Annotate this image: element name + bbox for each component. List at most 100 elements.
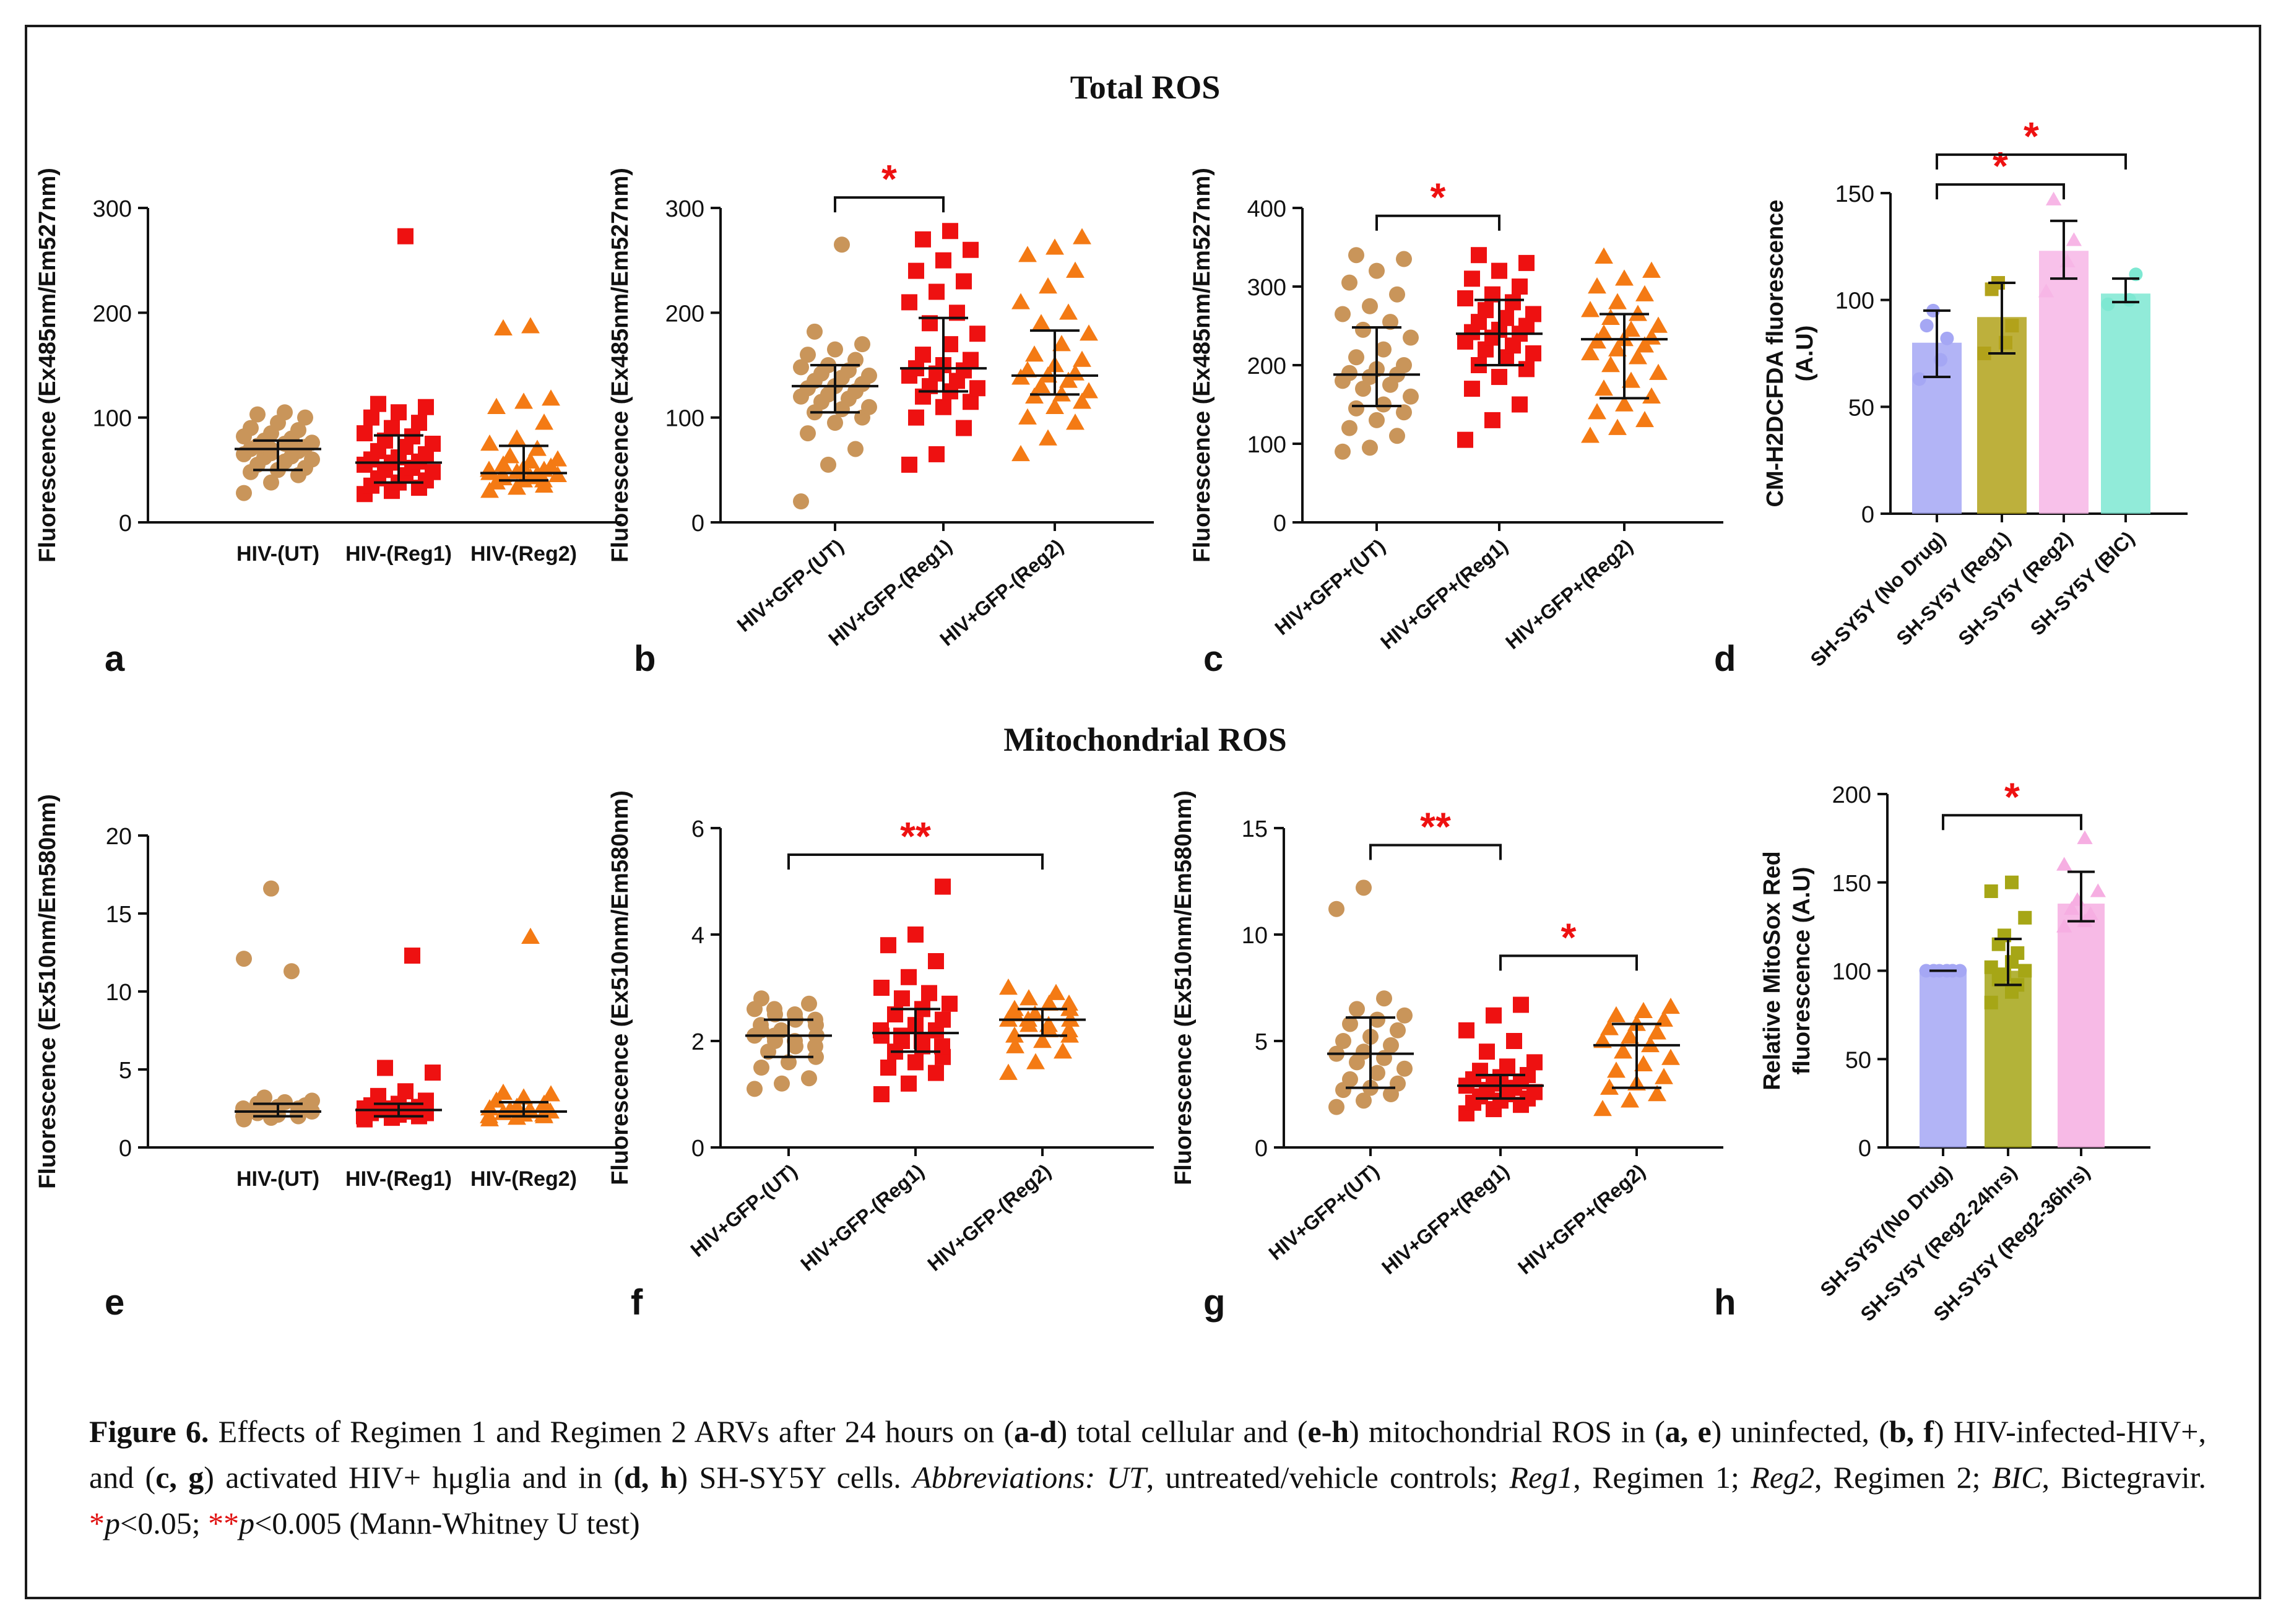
- data-point: [2101, 297, 2115, 311]
- data-point: [1046, 397, 1064, 414]
- data-point: [929, 446, 945, 462]
- data-point: [1635, 285, 1654, 301]
- caption-text: ) SH-SY5Y cells.: [677, 1460, 913, 1495]
- y-axis-label: Fluorescence (Ex510nm/Em580nm): [607, 790, 633, 1185]
- data-point: [514, 392, 533, 409]
- x-tick-label: HIV+GFP+(Reg1): [1377, 1160, 1513, 1279]
- data-point: [1020, 989, 1038, 1006]
- data-point: [963, 352, 979, 368]
- data-point: [787, 1006, 803, 1022]
- data-point: [1080, 382, 1098, 399]
- y-tick-label: 4: [691, 923, 704, 949]
- data-point: [1505, 294, 1521, 311]
- data-point: [243, 420, 259, 436]
- chart-panel-g: 0 5 10 15 Fluorescence (Ex510nm/Em580nm) HIV+…: [1171, 790, 1723, 1323]
- data-point: [1073, 350, 1091, 367]
- data-point: [1328, 901, 1344, 917]
- data-point: [801, 1070, 817, 1087]
- data-point: [1600, 1019, 1619, 1035]
- x-tick-label: HIV+GFP-(UT): [686, 1160, 802, 1261]
- y-tick-label: 200: [93, 301, 132, 327]
- panel-letter: e: [105, 1282, 124, 1323]
- data-point: [1011, 293, 1030, 309]
- data-point: [800, 425, 816, 442]
- data-point: [1977, 347, 1991, 360]
- data-point: [2066, 232, 2082, 246]
- data-point: [956, 420, 972, 436]
- caption-bold: a-d: [1013, 1414, 1057, 1449]
- data-point: [1382, 314, 1398, 330]
- y-tick-label: 0: [1858, 1136, 1871, 1162]
- data-point: [1661, 1048, 1680, 1065]
- y-axis-label: Fluorescence (Ex485nm/Em527nm): [35, 168, 61, 563]
- x-tick-label: HIV+GFP-(Reg2): [923, 1160, 1055, 1276]
- caption-italic: Abbreviations: UT: [912, 1460, 1146, 1495]
- significance-bracket: [1936, 153, 2127, 170]
- data-point: [1526, 1054, 1543, 1071]
- data-point: [894, 990, 910, 1007]
- x-tick-label: HIV-(UT): [236, 542, 319, 566]
- data-point: [2056, 918, 2072, 933]
- data-point: [1458, 1022, 1474, 1039]
- data-point: [1486, 1007, 1502, 1024]
- data-point: [820, 456, 836, 473]
- chart-panel-b: 0 100 200 300 Fluorescence (Ex485nm/Em527nm)…: [607, 157, 1154, 679]
- data-point: [1060, 1021, 1078, 1038]
- y-tick-label: 20: [106, 824, 132, 850]
- data-point: [480, 460, 498, 477]
- data-point: [1472, 1063, 1488, 1079]
- data-point: [1634, 1001, 1653, 1019]
- panel-letter: c: [1203, 639, 1223, 679]
- data-point: [1403, 329, 1419, 346]
- significance-star: **: [1420, 805, 1451, 849]
- bar: [2101, 293, 2150, 514]
- data-point: [956, 273, 972, 290]
- data-point: [1349, 1001, 1365, 1017]
- data-point: [418, 1092, 434, 1109]
- x-tick-label: HIV-(UT): [236, 1167, 319, 1191]
- data-point: [1080, 324, 1098, 341]
- data-point: [1342, 1071, 1358, 1087]
- data-point: [2018, 910, 2032, 925]
- data-point: [2064, 901, 2080, 915]
- data-point: [384, 420, 400, 436]
- chart-panel-c: 0 100 200 300 400 Fluorescence (Ex485nm/Em527…: [1189, 168, 1723, 679]
- data-point: [404, 948, 420, 964]
- data-point: [1601, 308, 1620, 326]
- data-point: [1375, 341, 1392, 358]
- significance-bracket: [834, 196, 945, 213]
- caption-text: ) activated HIV+ hμglia and in (: [204, 1460, 625, 1495]
- data-point: [1389, 286, 1405, 303]
- data-point: [834, 236, 850, 253]
- bar: [1920, 970, 1967, 1147]
- caption-text: ) mitochondrial ROS in (: [1349, 1414, 1665, 1449]
- data-point: [1593, 1032, 1612, 1048]
- data-point: [521, 927, 540, 944]
- y-tick-label: 10: [106, 980, 132, 1006]
- x-tick-label: HIV-(Reg2): [470, 542, 577, 566]
- data-point: [999, 978, 1018, 995]
- data-point: [928, 953, 944, 969]
- data-point: [297, 409, 313, 426]
- data-point: [1607, 1006, 1626, 1022]
- data-point: [425, 1065, 441, 1081]
- data-point: [535, 413, 553, 430]
- data-point: [1518, 361, 1535, 378]
- data-point: [1661, 998, 1680, 1014]
- data-point: [921, 985, 937, 1001]
- data-point: [1032, 314, 1050, 330]
- data-point: [893, 1027, 909, 1044]
- significance-star: *: [1431, 175, 1446, 220]
- data-point: [1039, 429, 1057, 446]
- caption-figure-label: Figure 6.: [89, 1414, 209, 1449]
- data-point: [480, 434, 499, 451]
- data-point: [1341, 365, 1357, 381]
- data-point: [1581, 301, 1600, 317]
- data-point: [1032, 376, 1050, 394]
- data-point: [747, 1081, 763, 1097]
- data-point: [1403, 388, 1419, 405]
- data-point: [1608, 293, 1627, 309]
- panel-letter: f: [631, 1282, 643, 1323]
- data-point: [1005, 1000, 1024, 1016]
- data-point: [801, 995, 817, 1012]
